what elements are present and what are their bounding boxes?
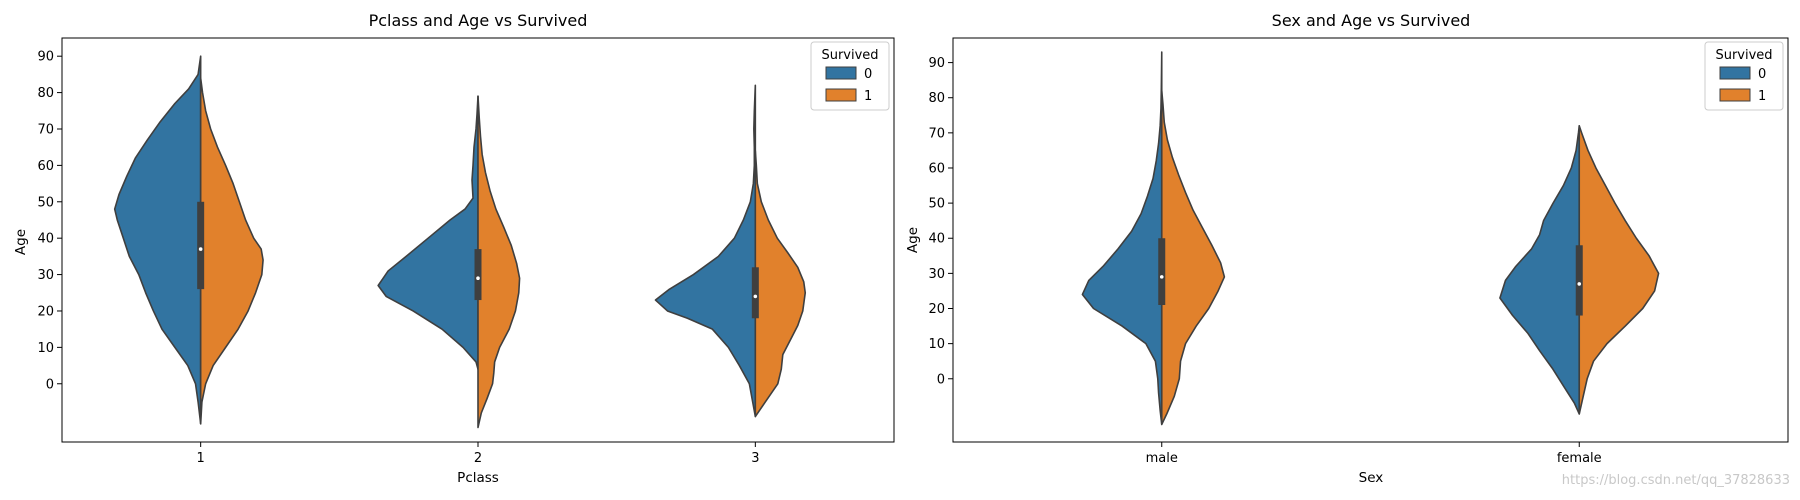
median-marker-male	[1159, 275, 1164, 279]
box-iqr-1	[197, 201, 205, 290]
y-axis-label: Age	[13, 229, 29, 255]
legend: Survived 0 1	[810, 41, 890, 111]
median-marker-female	[1577, 282, 1582, 286]
y-tick-label: 70	[928, 126, 945, 141]
box-iqr-3	[751, 267, 759, 319]
violin-half-male-survived-0	[1081, 51, 1163, 426]
y-tick-label: 90	[37, 50, 54, 65]
violin-half-female-survived-1	[1578, 125, 1660, 415]
y-tick-label: 80	[37, 86, 54, 101]
legend-swatch-1	[1719, 88, 1751, 102]
y-tick-label: 10	[928, 337, 945, 352]
x-tick-label: 3	[751, 451, 759, 466]
x-axis-label: Pclass	[457, 470, 499, 486]
y-tick-label: 30	[37, 268, 54, 283]
x-tick-label: 1	[197, 451, 205, 466]
x-tick-label: male	[1146, 451, 1178, 466]
violin-half-1-survived-1	[199, 77, 264, 425]
median-marker-1	[198, 247, 203, 251]
watermark-text: https://blog.csdn.net/qq_37828633	[1562, 473, 1790, 488]
y-tick-label: 0	[46, 377, 54, 392]
y-tick-label: 0	[937, 372, 945, 387]
violin-half-1-survived-0	[113, 55, 202, 425]
y-tick-label: 90	[928, 56, 945, 71]
legend-title: Survived	[821, 48, 878, 63]
median-marker-2	[476, 276, 480, 281]
violin-half-female-survived-0	[1499, 125, 1581, 415]
y-tick-label: 10	[37, 341, 54, 356]
y-tick-label: 60	[928, 161, 945, 176]
y-tick-label: 40	[928, 232, 945, 247]
x-tick-label: 2	[474, 451, 482, 466]
median-marker-3	[753, 294, 758, 299]
box-iqr-2	[474, 249, 482, 301]
legend: Survived 0 1	[1704, 41, 1784, 111]
violin-panel-sex: Sex and Age vs Survived Sex Age 01020304…	[905, 11, 1789, 486]
y-axis-label: Age	[905, 227, 921, 253]
y-tick-label: 80	[928, 91, 945, 106]
x-tick-label: female	[1557, 451, 1602, 466]
y-tick-label: 50	[928, 197, 945, 212]
y-tick-label: 40	[37, 232, 54, 247]
chart-title: Sex and Age vs Survived	[1272, 11, 1471, 30]
y-tick-label: 20	[37, 304, 54, 319]
y-tick-label: 20	[928, 302, 945, 317]
box-iqr-female	[1575, 245, 1583, 316]
axes-frame	[952, 37, 1789, 443]
violin-panel-pclass: Pclass and Age vs Survived Pclass Age 0 1…	[13, 11, 895, 486]
violin-half-2-survived-1	[477, 95, 521, 429]
violin-half-2-survived-0	[377, 95, 479, 371]
violin-half-male-survived-1	[1160, 89, 1226, 426]
legend-title: Survived	[1715, 48, 1772, 63]
legend-label-0: 0	[864, 67, 872, 82]
legend-swatch-0	[825, 66, 857, 80]
violin-half-3-survived-0	[654, 84, 757, 418]
y-tick-label: 70	[37, 122, 54, 137]
y-tick-label: 60	[37, 159, 54, 174]
legend-label-1: 1	[864, 89, 872, 104]
legend-label-0: 0	[1758, 67, 1766, 82]
violin-half-3-survived-1	[754, 150, 807, 418]
box-iqr-male	[1158, 238, 1166, 305]
legend-swatch-1	[825, 88, 857, 102]
chart-title: Pclass and Age vs Survived	[369, 11, 588, 30]
y-tick-label: 30	[928, 267, 945, 282]
x-axis-label: Sex	[1359, 470, 1384, 486]
y-tick-label: 50	[37, 195, 54, 210]
legend-label-1: 1	[1758, 89, 1766, 104]
legend-swatch-0	[1719, 66, 1751, 80]
